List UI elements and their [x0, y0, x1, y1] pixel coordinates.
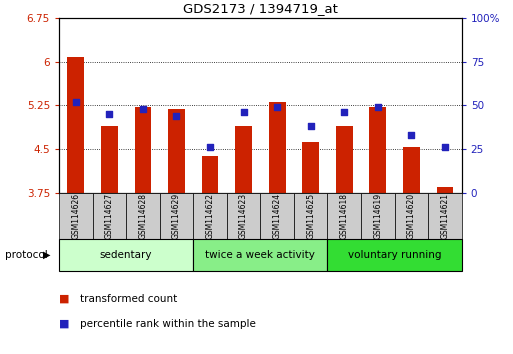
Bar [134, 107, 151, 193]
Bar [126, 193, 160, 239]
Bar [394, 193, 428, 239]
Point [273, 104, 281, 110]
Point [373, 104, 382, 110]
Bar [202, 156, 219, 193]
Title: GDS2173 / 1394719_at: GDS2173 / 1394719_at [183, 2, 338, 15]
Bar [92, 193, 126, 239]
Bar [437, 187, 453, 193]
Bar [193, 193, 227, 239]
Bar [269, 102, 286, 193]
Text: GSM114619: GSM114619 [373, 193, 382, 239]
Bar [193, 239, 327, 271]
Bar [235, 126, 252, 193]
Bar [67, 57, 84, 193]
Text: ■: ■ [59, 319, 69, 329]
Bar [327, 239, 462, 271]
Text: ■: ■ [59, 294, 69, 304]
Bar [160, 193, 193, 239]
Text: GSM114620: GSM114620 [407, 193, 416, 239]
Text: GSM114623: GSM114623 [239, 193, 248, 239]
Bar [361, 193, 394, 239]
Point [441, 144, 449, 150]
Point [206, 144, 214, 150]
Text: GSM114626: GSM114626 [71, 193, 80, 239]
Text: ▶: ▶ [43, 250, 50, 260]
Text: protocol: protocol [5, 250, 48, 260]
Text: twice a week activity: twice a week activity [205, 250, 315, 260]
Point [139, 106, 147, 112]
Text: GSM114629: GSM114629 [172, 193, 181, 239]
Bar [101, 126, 117, 193]
Bar [302, 142, 319, 193]
Bar [327, 193, 361, 239]
Text: transformed count: transformed count [80, 294, 177, 304]
Point [407, 132, 416, 138]
Bar [260, 193, 294, 239]
Text: GSM114624: GSM114624 [272, 193, 282, 239]
Point [307, 124, 315, 129]
Bar [369, 107, 386, 193]
Point [105, 111, 113, 117]
Bar [59, 193, 92, 239]
Bar [168, 109, 185, 193]
Bar [428, 193, 462, 239]
Text: percentile rank within the sample: percentile rank within the sample [80, 319, 255, 329]
Point [340, 109, 348, 115]
Bar [403, 147, 420, 193]
Bar [227, 193, 260, 239]
Bar [336, 126, 352, 193]
Text: GSM114618: GSM114618 [340, 193, 349, 239]
Point [72, 99, 80, 105]
Bar [294, 193, 327, 239]
Text: voluntary running: voluntary running [348, 250, 441, 260]
Text: GSM114625: GSM114625 [306, 193, 315, 239]
Point [172, 113, 181, 119]
Text: GSM114627: GSM114627 [105, 193, 114, 239]
Point [240, 109, 248, 115]
Text: sedentary: sedentary [100, 250, 152, 260]
Text: GSM114621: GSM114621 [441, 193, 449, 239]
Bar [59, 239, 193, 271]
Text: GSM114622: GSM114622 [206, 193, 214, 239]
Text: GSM114628: GSM114628 [139, 193, 147, 239]
